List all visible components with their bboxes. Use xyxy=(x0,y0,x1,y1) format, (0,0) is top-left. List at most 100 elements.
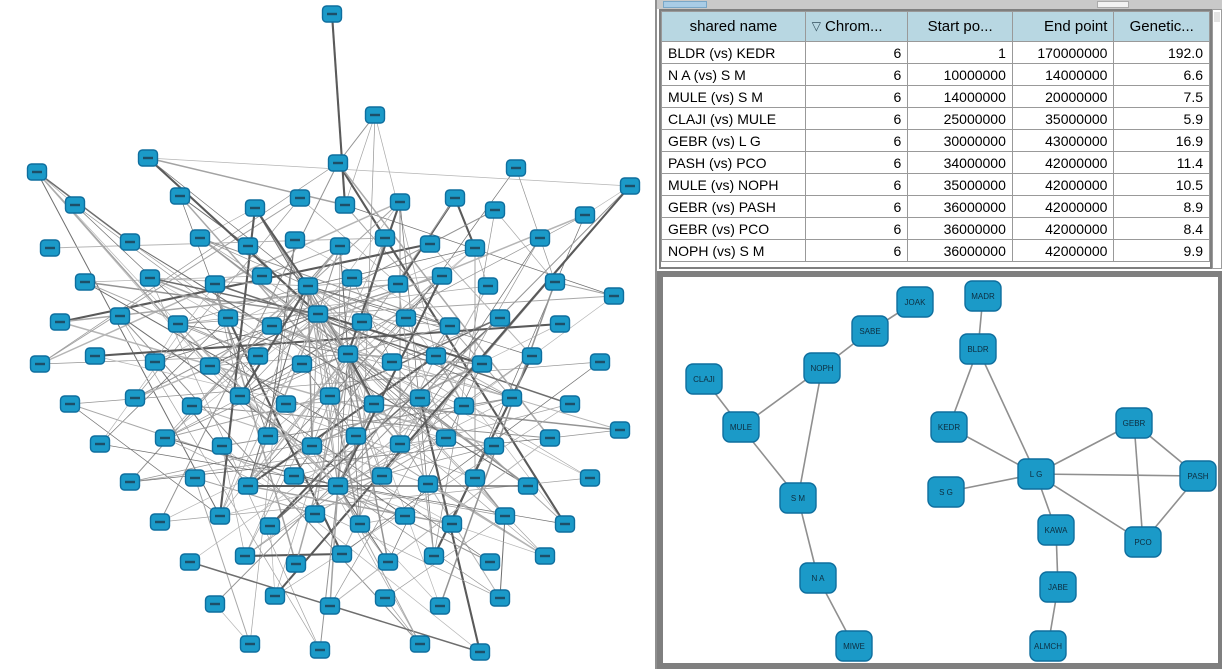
table-cell[interactable]: 6 xyxy=(804,195,909,218)
table-cell[interactable]: GEBR (vs) PCO xyxy=(661,217,806,240)
table-row[interactable]: BLDR (vs) KEDR 6 1 170000000 192.0 xyxy=(661,41,1210,64)
column-header-0[interactable]: shared name xyxy=(661,11,806,42)
network-edge xyxy=(164,437,501,599)
network-node[interactable] xyxy=(1017,458,1055,490)
table-cell[interactable]: 20000000 xyxy=(1011,85,1115,108)
network-node[interactable] xyxy=(930,411,968,443)
table-cell[interactable]: MULE (vs) NOPH xyxy=(661,173,806,196)
network-node[interactable] xyxy=(896,286,934,318)
table-cell[interactable]: 6 xyxy=(804,173,909,196)
toolbar-fragment[interactable] xyxy=(663,1,707,8)
scrollbar-thumb[interactable] xyxy=(1214,12,1220,22)
table-cell[interactable]: N A (vs) S M xyxy=(661,63,806,86)
network-node[interactable] xyxy=(722,411,760,443)
network-node[interactable] xyxy=(835,630,873,662)
table-cell[interactable]: 36000000 xyxy=(907,217,1013,240)
table-cell[interactable]: GEBR (vs) L G xyxy=(661,129,806,152)
table-cell[interactable]: 35000000 xyxy=(1011,107,1115,130)
network-node[interactable] xyxy=(799,562,837,594)
table-cell[interactable]: 8.9 xyxy=(1113,195,1210,218)
table-cell[interactable]: 6 xyxy=(804,217,909,240)
table-cell[interactable]: 14000000 xyxy=(1011,63,1115,86)
column-header-2[interactable]: Start po... xyxy=(907,11,1013,42)
table-cell[interactable]: 25000000 xyxy=(907,107,1013,130)
table-row[interactable]: GEBR (vs) PCO 6 36000000 42000000 8.4 xyxy=(661,217,1210,240)
table-cell[interactable]: 36000000 xyxy=(907,195,1013,218)
network-node[interactable] xyxy=(1029,630,1067,662)
table-cell[interactable]: 10000000 xyxy=(907,63,1013,86)
table-cell[interactable]: PASH (vs) PCO xyxy=(661,151,806,174)
network-node[interactable] xyxy=(803,352,841,384)
table-row[interactable]: GEBR (vs) L G 6 30000000 43000000 16.9 xyxy=(661,129,1210,152)
network-edge xyxy=(347,353,513,399)
column-header-1[interactable]: ▽ Chrom... xyxy=(804,11,909,42)
small-network-canvas[interactable]: JOAK SABE NOPH CLAJI MULE S M N A MIWE MADR BLDR K… xyxy=(663,277,1218,663)
filter-funnel-icon[interactable]: ▽ xyxy=(811,19,822,33)
table-cell[interactable]: 6 xyxy=(804,41,909,64)
table-cell[interactable]: 36000000 xyxy=(907,239,1013,262)
table-cell[interactable]: CLAJI (vs) MULE xyxy=(661,107,806,130)
toolbar-fragment[interactable] xyxy=(1097,1,1129,8)
table-cell[interactable]: 35000000 xyxy=(907,173,1013,196)
table-cell[interactable]: 8.4 xyxy=(1113,217,1210,240)
column-header-4[interactable]: Genetic... xyxy=(1113,11,1210,42)
network-edge xyxy=(149,277,309,287)
table-cell[interactable]: 1 xyxy=(907,41,1013,64)
table-cell[interactable]: BLDR (vs) KEDR xyxy=(661,41,806,64)
table-scrollbar[interactable] xyxy=(1212,9,1222,269)
network-node[interactable] xyxy=(1179,460,1217,492)
table-cell[interactable]: 6 xyxy=(804,63,909,86)
table-cell[interactable]: NOPH (vs) S M xyxy=(661,239,806,262)
network-edge xyxy=(977,348,1037,475)
table-row[interactable]: MULE (vs) S M 6 14000000 20000000 7.5 xyxy=(661,85,1210,108)
table-cell[interactable]: 42000000 xyxy=(1011,217,1115,240)
table-cell[interactable]: 43000000 xyxy=(1011,129,1115,152)
table-cell[interactable]: 42000000 xyxy=(1011,239,1115,262)
network-edge xyxy=(36,171,269,437)
table-cell[interactable]: 42000000 xyxy=(1011,173,1115,196)
table-row[interactable]: GEBR (vs) PASH 6 36000000 42000000 8.9 xyxy=(661,195,1210,218)
network-node[interactable] xyxy=(685,363,723,395)
table-cell[interactable]: 30000000 xyxy=(907,129,1013,152)
network-node[interactable] xyxy=(1115,407,1153,439)
table-row[interactable]: NOPH (vs) S M 6 36000000 42000000 9.9 xyxy=(661,239,1210,262)
network-node[interactable] xyxy=(927,476,965,508)
table-cell[interactable]: 6 xyxy=(804,85,909,108)
table-cell[interactable]: 6.6 xyxy=(1113,63,1210,86)
column-header-3[interactable]: End point xyxy=(1011,11,1115,42)
table-cell[interactable]: 170000000 xyxy=(1011,41,1115,64)
table-cell[interactable]: 42000000 xyxy=(1011,151,1115,174)
table-row[interactable]: PASH (vs) PCO 6 34000000 42000000 11.4 xyxy=(661,151,1210,174)
table-cell[interactable]: 16.9 xyxy=(1113,129,1210,152)
table-cell[interactable]: 9.9 xyxy=(1113,239,1210,262)
table-row[interactable]: N A (vs) S M 6 10000000 14000000 6.6 xyxy=(661,63,1210,86)
table-cell[interactable]: 42000000 xyxy=(1011,195,1115,218)
table-cell[interactable]: 14000000 xyxy=(907,85,1013,108)
table-cell[interactable]: 6 xyxy=(804,239,909,262)
node-label-smudge xyxy=(315,648,325,652)
table-row[interactable]: CLAJI (vs) MULE 6 25000000 35000000 5.9 xyxy=(661,107,1210,130)
network-node[interactable] xyxy=(851,315,889,347)
table-cell[interactable]: GEBR (vs) PASH xyxy=(661,195,806,218)
table-cell[interactable]: 192.0 xyxy=(1113,41,1210,64)
network-node[interactable] xyxy=(1039,571,1077,603)
network-node[interactable] xyxy=(959,333,997,365)
table-cell[interactable]: 6 xyxy=(804,107,909,130)
network-node[interactable] xyxy=(1124,526,1162,558)
table-cell[interactable]: 7.5 xyxy=(1113,85,1210,108)
network-node[interactable] xyxy=(1037,514,1075,546)
table-cell[interactable]: 5.9 xyxy=(1113,107,1210,130)
table-cell[interactable]: 6 xyxy=(804,151,909,174)
table-cell[interactable]: 6 xyxy=(804,129,909,152)
network-node[interactable] xyxy=(964,280,1002,312)
network-edge xyxy=(247,355,437,487)
table-row[interactable]: MULE (vs) NOPH 6 35000000 42000000 10.5 xyxy=(661,173,1210,196)
network-node[interactable] xyxy=(779,482,817,514)
large-network-canvas[interactable] xyxy=(0,0,655,669)
table-cell[interactable]: 10.5 xyxy=(1113,173,1210,196)
table-cell[interactable]: 34000000 xyxy=(907,151,1013,174)
network-edge xyxy=(307,275,443,287)
node-label-smudge xyxy=(523,484,533,488)
table-cell[interactable]: 11.4 xyxy=(1113,151,1210,174)
table-cell[interactable]: MULE (vs) S M xyxy=(661,85,806,108)
